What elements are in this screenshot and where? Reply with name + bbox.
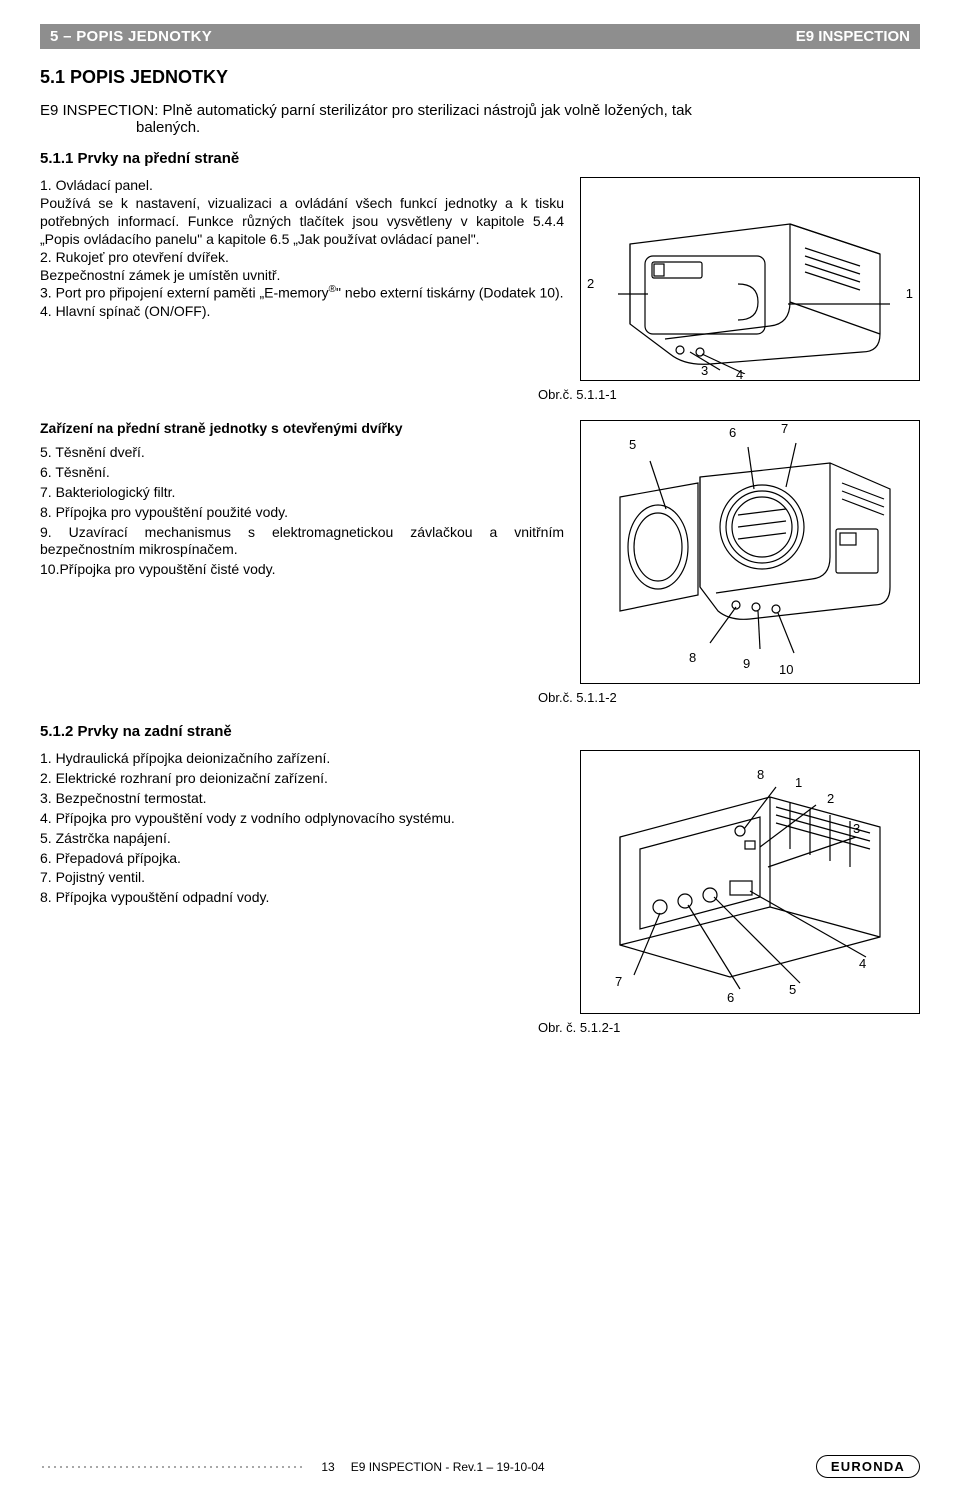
callout-8: 8 [689,650,696,665]
subsection-5-1-2-title: 5.1.2 Prvky na zadní straně [40,723,920,740]
sub3-item-2: 3. Bezpečnostní termostat. [40,790,564,808]
callout-1: 1 [906,286,913,301]
sub1-text: 1. Ovládací panel. Používá se k nastaven… [40,177,564,381]
sub3-text: 1. Hydraulická přípojka deionizačního za… [40,750,564,1014]
sub3-item-3: 4. Přípojka pro vypouštění vody z vodníh… [40,810,564,828]
intro-paragraph: E9 INSPECTION: Plně automatický parní st… [40,102,920,136]
header-right: E9 INSPECTION [796,28,910,45]
sub3-item-7: 8. Přípojka vypouštění odpadní vody. [40,889,564,907]
callout-10: 10 [779,662,793,677]
sub1-p6: 4. Hlavní spínač (ON/OFF). [40,303,564,321]
sub2-text: Zařízení na přední straně jednotky s ote… [40,420,564,684]
sub2-item-4: 9. Uzavírací mechanismus s elektromagnet… [40,524,564,560]
s3-callout-5: 5 [789,982,796,997]
footer-dots [40,1465,303,1469]
s3-callout-7: 7 [615,974,622,989]
sub2-item-2: 7. Bakteriologický filtr. [40,484,564,502]
fig-caption-1: Obr.č. 5.1.1-1 [524,387,617,402]
sub3-item-6: 7. Pojistný ventil. [40,869,564,887]
callout-7: 7 [781,421,788,436]
intro-line2: balených. [40,119,200,136]
sub2-item-0: 5. Těsnění dveří. [40,444,564,462]
sub2-item-5: 10.Přípojka pro vypouštění čisté vody. [40,561,564,579]
s3-callout-2: 2 [827,791,834,806]
sub3-item-0: 1. Hydraulická přípojka deionizačního za… [40,750,564,768]
sub1-p3: 2. Rukojeť pro otevření dvířek. [40,249,564,267]
callout-6: 6 [729,425,736,440]
subsection-5-1-1-title: 5.1.1 Prvky na přední straně [40,150,920,167]
sub1-p4: Bezpečnostní zámek je umístěn uvnitř. [40,267,564,285]
sub3-item-4: 5. Zástrčka napájení. [40,830,564,848]
section-title: 5.1 POPIS JEDNOTKY [40,67,920,88]
footer-rev: E9 INSPECTION - Rev.1 – 19-10-04 [351,1460,545,1474]
sub2-item-1: 6. Těsnění. [40,464,564,482]
sub3-item-5: 6. Přepadová přípojka. [40,850,564,868]
callout-4: 4 [736,367,743,382]
fig-caption-3: Obr. č. 5.1.2-1 [524,1020,620,1035]
callout-5: 5 [629,437,636,452]
figure-5-1-1-1: 2 1 3 4 [580,177,920,381]
sterilizer-open-svg [587,427,913,677]
sub2-item-3: 8. Přípojka pro vypouštění použité vody. [40,504,564,522]
fig-caption-2: Obr.č. 5.1.1-2 [524,690,617,705]
s3-callout-8: 8 [757,767,764,782]
sub2-heading: Zařízení na přední straně jednotky s ote… [40,420,564,438]
s3-callout-1: 1 [795,775,802,790]
figure-5-1-2-1: 8 1 2 3 4 5 6 7 [580,750,920,1014]
callout-9: 9 [743,656,750,671]
sub3-item-1: 2. Elektrické rozhraní pro deionizační z… [40,770,564,788]
s3-callout-3: 3 [853,821,860,836]
s3-callout-4: 4 [859,956,866,971]
figure-5-1-1-2: 5 6 7 8 9 10 [580,420,920,684]
sterilizer-front-svg [587,184,913,374]
s3-callout-6: 6 [727,990,734,1005]
callout-2: 2 [587,276,594,291]
registered-mark: ® [329,284,336,295]
footer-brand: EURONDA [816,1455,920,1478]
header-left: 5 – POPIS JEDNOTKY [50,28,212,45]
header-bar: 5 – POPIS JEDNOTKY E9 INSPECTION [40,24,920,49]
intro-line1: E9 INSPECTION: Plně automatický parní st… [40,102,692,119]
sub1-p2: Používá se k nastavení, vizualizaci a ov… [40,195,564,249]
callout-3: 3 [701,363,708,378]
sub1-p5: 3. Port pro připojení externí paměti „E-… [40,284,564,303]
footer: 13 E9 INSPECTION - Rev.1 – 19-10-04 EURO… [40,1455,920,1478]
sub1-p1: 1. Ovládací panel. [40,177,564,195]
footer-page: 13 [321,1460,334,1474]
